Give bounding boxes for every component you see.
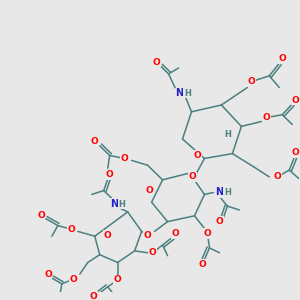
Text: O: O — [106, 170, 114, 179]
Text: O: O — [70, 274, 78, 284]
Text: O: O — [273, 172, 281, 182]
Text: O: O — [262, 113, 270, 122]
Text: H: H — [184, 89, 191, 98]
Text: O: O — [44, 270, 52, 279]
Text: O: O — [291, 148, 299, 157]
Text: N: N — [176, 88, 184, 98]
Text: H: H — [224, 130, 231, 139]
Text: O: O — [189, 172, 196, 182]
Text: O: O — [216, 217, 223, 226]
Text: O: O — [194, 151, 201, 160]
Text: O: O — [146, 186, 154, 195]
Text: O: O — [204, 229, 211, 238]
Text: H: H — [118, 200, 125, 209]
Text: O: O — [121, 154, 129, 163]
Text: O: O — [144, 231, 152, 240]
Text: O: O — [153, 58, 160, 67]
Text: O: O — [90, 292, 98, 300]
Text: O: O — [291, 96, 299, 105]
Text: O: O — [172, 229, 179, 238]
Text: H: H — [224, 188, 231, 197]
Text: O: O — [68, 225, 76, 234]
Text: O: O — [248, 77, 255, 86]
Text: O: O — [199, 260, 206, 269]
Text: O: O — [114, 275, 122, 284]
Text: O: O — [91, 137, 99, 146]
Text: O: O — [149, 248, 157, 257]
Text: O: O — [104, 231, 112, 240]
Text: N: N — [215, 188, 223, 197]
Text: O: O — [278, 54, 286, 63]
Text: O: O — [37, 211, 45, 220]
Text: N: N — [110, 199, 118, 209]
